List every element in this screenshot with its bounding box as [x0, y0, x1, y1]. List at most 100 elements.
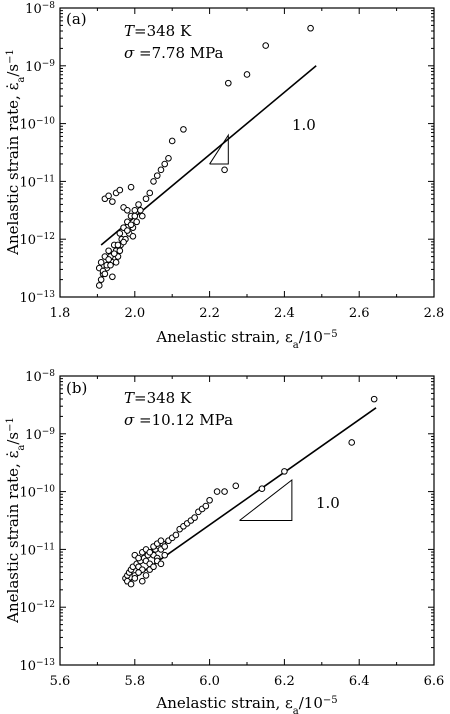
temperature-annotation-b: T=348 K [124, 389, 192, 407]
x-tick-label-b-2: 6.0 [199, 674, 220, 689]
data-point-b-33 [206, 496, 213, 504]
data-point-b-43 [131, 575, 139, 582]
y-axis-title-sup-b: −1 [5, 417, 16, 432]
y-tick-label-b-4: 10−9 [25, 427, 55, 443]
data-point-a-62 [124, 207, 131, 214]
y-tick-labels-a: 10−13 10−12 10−11 10−10 10−9 10−8 [19, 1, 55, 306]
data-point-b-34 [213, 488, 221, 495]
data-point-a-27 [150, 178, 157, 185]
y-tick-label-a-1: 10−12 [19, 232, 55, 248]
y-axis-title-sub-b: a [16, 445, 27, 451]
data-point-a-49 [114, 241, 122, 249]
x-axis-title-sup-b: −5 [323, 695, 338, 706]
x-tick-label-b-0: 5.6 [50, 674, 71, 689]
y-tick-labels-b: 10−13 10−12 10−11 10−10 10−9 10−8 [19, 369, 55, 674]
data-point-a-45 [107, 261, 114, 269]
data-point-a-26 [146, 189, 154, 197]
y-axis-title-unit-b: /s [4, 432, 22, 445]
panel-b: 5.6 5.8 6.0 6.2 6.4 6.6 10−1310−1210−1110−101… [4, 369, 444, 714]
data-point-a-1 [97, 259, 105, 266]
y-tick-label-a-4: 10−9 [25, 59, 55, 75]
data-point-a-48 [112, 259, 120, 266]
data-point-a-44 [105, 256, 112, 263]
temperature-value-b: =348 K [134, 389, 192, 407]
data-point-b-32 [202, 502, 210, 510]
y-axis-title-main-b: Anelastic strain rate, ε̇ [4, 450, 22, 623]
y-axis-title-unit-a: /s [4, 64, 22, 77]
data-point-b-48 [150, 563, 157, 571]
data-point-a-63 [127, 183, 135, 191]
x-tick-labels-b: 5.6 5.8 6.0 6.2 6.4 6.6 [50, 674, 445, 689]
data-point-a-40 [97, 276, 105, 283]
y-tick-label-b-5: 10−8 [25, 369, 55, 385]
slope-triangle-b [239, 479, 293, 521]
data-point-a-46 [109, 273, 116, 281]
x-tick-label-b-4: 6.4 [349, 674, 370, 689]
data-point-a-54 [129, 233, 137, 240]
data-point-a-31 [165, 154, 172, 162]
data-point-a-60 [116, 186, 124, 194]
stress-annotation-a: σ =7.78 MPa [124, 44, 224, 62]
data-point-a-11 [116, 230, 124, 237]
data-point-a-25 [142, 195, 150, 203]
data-point-b-59 [157, 537, 165, 545]
y-tick-label-b-2: 10−11 [19, 542, 55, 558]
data-point-a-36 [243, 71, 251, 78]
data-point-a-50 [116, 247, 124, 255]
data-point-a-30 [161, 160, 169, 168]
y-tick-label-a-0: 10−13 [19, 290, 55, 306]
panel-label-b: (b) [66, 379, 87, 397]
data-point-b-24 [172, 531, 180, 539]
data-point-b-45 [138, 577, 146, 585]
data-point-a-42 [101, 270, 109, 278]
slope-label-a: 1.0 [292, 116, 316, 134]
data-point-b-51 [161, 551, 169, 559]
data-point-b-53 [135, 554, 142, 562]
x-axis-title-sup-a: −5 [323, 329, 338, 340]
y-tick-label-a-3: 10−10 [19, 117, 55, 133]
x-tick-label-b-3: 6.2 [274, 674, 295, 689]
data-point-a-20 [131, 207, 139, 214]
axis-ticks-b [59, 375, 435, 666]
y-axis-title-a: Anelastic strain rate, ε̇a/s−1 [4, 49, 27, 256]
data-point-a-38 [307, 24, 314, 32]
x-tick-label-a-3: 2.4 [274, 306, 295, 321]
temperature-symbol-a: T [124, 22, 135, 40]
x-axis-title-main-a: Anelastic strain, ε [155, 328, 293, 346]
x-axis-title-sub-b: a [293, 706, 299, 714]
stress-symbol-b: σ [124, 411, 135, 429]
x-axis-title-unit-b: /10 [299, 694, 323, 712]
y-axis-title-sup-a: −1 [5, 49, 16, 64]
data-point-b-21 [161, 543, 169, 550]
panel-label-a: (a) [66, 10, 87, 28]
axis-ticks-a [59, 7, 435, 298]
x-tick-labels-a: 1.8 2.0 2.2 2.4 2.6 2.8 [50, 306, 445, 321]
slope-triangle-a [209, 133, 229, 165]
data-point-a-33 [180, 126, 187, 133]
data-point-b-44 [135, 569, 142, 576]
data-point-a-39 [95, 282, 103, 289]
stress-value-a: =7.78 MPa [134, 44, 223, 62]
data-point-a-5 [105, 247, 112, 255]
data-point-a-35 [225, 79, 232, 87]
data-points-a [95, 24, 314, 289]
x-tick-label-b-1: 5.8 [124, 674, 145, 689]
data-point-b-42 [127, 580, 135, 588]
data-point-b-35 [221, 488, 228, 495]
y-tick-label-b-1: 10−12 [19, 600, 55, 616]
data-point-a-51 [120, 238, 127, 246]
x-axis-title-main-b: Anelastic strain, ε [155, 694, 293, 712]
data-point-b-29 [191, 514, 198, 521]
data-point-a-37 [262, 42, 270, 49]
data-point-a-21 [133, 218, 140, 226]
y-tick-label-a-5: 10−8 [25, 1, 55, 17]
data-point-b-38 [281, 468, 288, 475]
data-point-b-56 [146, 548, 154, 556]
data-point-b-36 [232, 482, 240, 490]
y-tick-label-b-3: 10−10 [19, 485, 55, 501]
data-point-a-58 [109, 198, 116, 205]
stress-symbol-a: σ [124, 44, 135, 62]
data-point-a-52 [124, 227, 131, 234]
temperature-value-a: =348 K [134, 22, 192, 40]
